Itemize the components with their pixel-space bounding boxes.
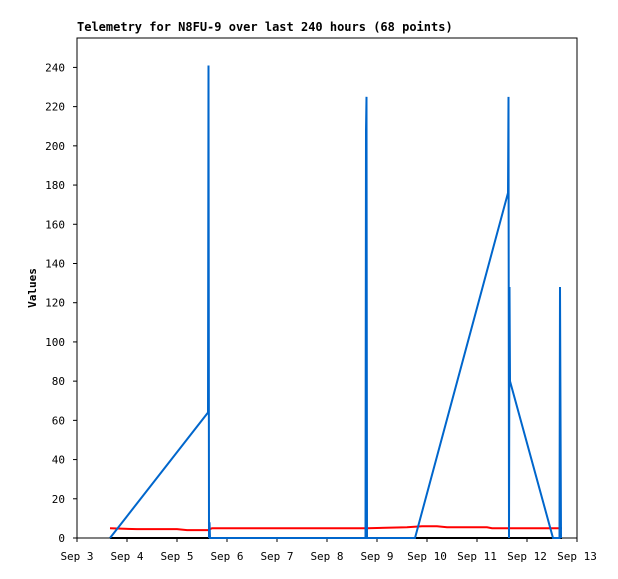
x-tick-label: Sep 7 xyxy=(260,550,293,563)
y-tick-label: 100 xyxy=(45,336,65,349)
y-tick-label: 80 xyxy=(52,375,65,388)
x-tick-label: Sep 6 xyxy=(210,550,243,563)
y-tick-label: 20 xyxy=(52,493,65,506)
y-tick-label: 0 xyxy=(58,532,65,545)
x-tick-label: Sep 9 xyxy=(360,550,393,563)
y-axis-label: Values xyxy=(26,268,39,308)
y-tick-label: 220 xyxy=(45,101,65,114)
y-tick-label: 160 xyxy=(45,218,65,231)
x-tick-label: Sep 13 xyxy=(557,550,597,563)
x-tick-label: Sep 12 xyxy=(507,550,547,563)
x-tick-label: Sep 10 xyxy=(407,550,447,563)
x-tick-label: Sep 5 xyxy=(160,550,193,563)
y-tick-label: 180 xyxy=(45,179,65,192)
y-tick-label: 40 xyxy=(52,454,65,467)
chart-title: Telemetry for N8FU-9 over last 240 hours… xyxy=(77,20,453,34)
series-line xyxy=(109,65,562,539)
y-tick-label: 240 xyxy=(45,61,65,74)
x-tick-label: Sep 4 xyxy=(110,550,143,563)
y-tick-label: 200 xyxy=(45,140,65,153)
x-tick-label: Sep 3 xyxy=(60,550,93,563)
y-tick-label: 120 xyxy=(45,297,65,310)
y-tick-label: 60 xyxy=(52,414,65,427)
y-tick-label: 140 xyxy=(45,257,65,270)
x-tick-label: Sep 8 xyxy=(310,550,343,563)
x-tick-label: Sep 11 xyxy=(457,550,497,563)
